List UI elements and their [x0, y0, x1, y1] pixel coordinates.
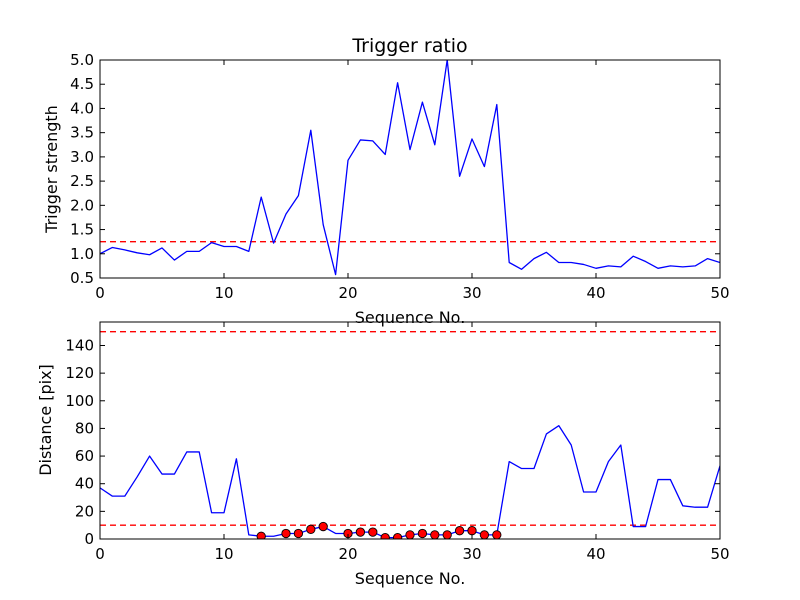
distance-plot-area: 0 10 20 30 40 50 0 20 40 60 80 100 120 140	[65, 321, 730, 563]
y-axis-label: Trigger strength	[42, 105, 61, 234]
y-tick-label: 0.5	[70, 269, 94, 287]
x-tick-label: 10	[214, 545, 233, 563]
y-axis-label: Distance [pix]	[36, 364, 55, 476]
x-tick-label: 10	[214, 284, 233, 302]
x-tick-label: 50	[710, 284, 729, 302]
y-tick-label: 80	[75, 419, 94, 437]
data-point	[479, 530, 490, 539]
x-axis-label: Sequence No.	[355, 308, 466, 327]
data-point	[492, 530, 502, 539]
data-point	[467, 526, 477, 536]
y-tick-label: 2.5	[70, 172, 94, 190]
y-tick-label: 2.0	[70, 196, 94, 214]
trigger-plot-area: 0 10 20 30 40 50 0.5 1.0 1.5 2.0 2.5 3.0 3.5 4.0 4.5 5.…	[70, 51, 729, 302]
data-point	[405, 530, 415, 539]
data-point	[318, 521, 328, 532]
axes-frame	[99, 59, 721, 279]
y-tick-label: 100	[65, 392, 94, 410]
y-tick-label: 20	[75, 502, 94, 520]
data-marks	[100, 60, 720, 276]
x-tick-label: 30	[462, 284, 481, 302]
y-tick-label: 0	[84, 530, 94, 548]
data-point	[430, 530, 440, 539]
data-point	[256, 531, 266, 539]
distance-panel: Distance [pix] Sequence No. 0 10 20 30 40 500…	[36, 321, 730, 588]
y-tick-label: 1.0	[70, 245, 94, 263]
data-point	[281, 528, 291, 539]
y-tick-label: 40	[75, 475, 94, 493]
y-tick-label: 3.0	[70, 148, 94, 166]
axes-frame	[99, 321, 721, 540]
y-tick-label: 4.5	[70, 75, 94, 93]
data-point	[417, 528, 428, 539]
y-tick-label: 4.0	[70, 99, 94, 117]
y-tick-label: 60	[75, 447, 94, 465]
x-tick-label: 30	[462, 545, 481, 563]
y-tick-label: 1.5	[70, 221, 94, 239]
data-point	[392, 532, 403, 539]
y-tick-label: 120	[65, 364, 94, 382]
data-point	[442, 530, 452, 539]
x-tick-label: 40	[586, 545, 605, 563]
chart-title: Trigger ratio	[351, 35, 467, 57]
x-axis-label: Sequence No.	[355, 569, 466, 588]
x-tick-label: 0	[95, 284, 105, 302]
data-point	[293, 528, 304, 539]
y-tick-label: 5.0	[70, 51, 94, 69]
x-tick-label: 50	[710, 545, 729, 563]
series-line	[100, 60, 720, 276]
y-tick-label: 3.5	[70, 124, 94, 142]
y-tick-label: 140	[65, 336, 94, 354]
data-point	[355, 527, 366, 537]
x-tick-label: 20	[338, 545, 357, 563]
data-point	[306, 524, 316, 534]
x-tick-label: 0	[95, 545, 105, 563]
x-tick-label: 40	[586, 284, 605, 302]
data-point	[454, 526, 465, 536]
data-point	[380, 532, 390, 539]
data-marks	[100, 331, 720, 539]
data-point	[368, 527, 378, 537]
x-tick-label: 20	[338, 284, 357, 302]
